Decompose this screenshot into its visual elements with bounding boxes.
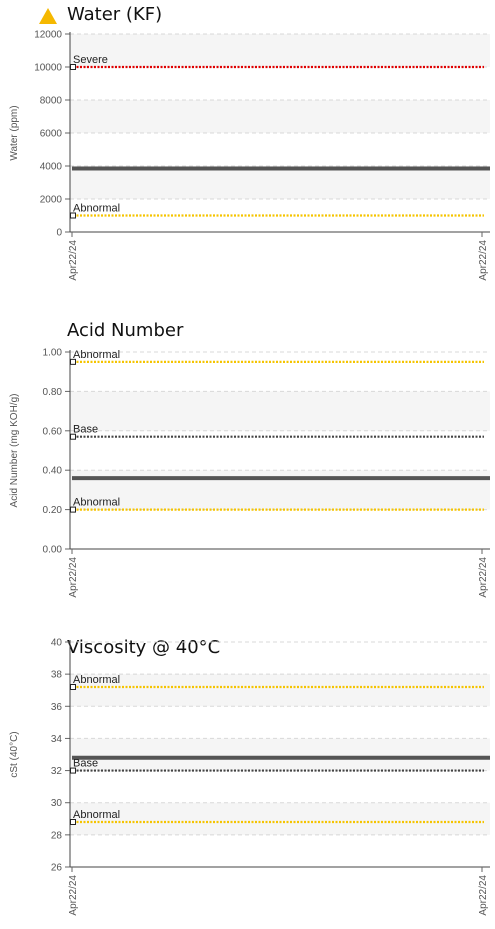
chart2-abnormal-limit-label: Abnormal xyxy=(73,809,120,821)
chart0-grid-band xyxy=(70,100,490,133)
chart1-y-tick-label: 0.40 xyxy=(43,466,63,477)
chart2-y-tick-label: 38 xyxy=(51,670,63,681)
water-kf-chart-panel: Water (KF) 0 2000 4000 6000 8000 10000 12000 Wa… xyxy=(0,4,495,304)
chart1-abnormal-limit-marker xyxy=(70,358,76,365)
chart2-y-tick-label: 32 xyxy=(51,766,63,777)
chart0-abnormal-limit-label: Abnormal xyxy=(73,203,120,215)
chart2-abnormal-limit-label: Abnormal xyxy=(73,674,120,686)
chart1-base-limit-marker xyxy=(70,433,76,440)
chart2-base-limit-label: Base xyxy=(73,758,98,770)
chart2-x-tick-label: Apr22/24 xyxy=(478,875,489,916)
chart0-abnormal-limit-marker xyxy=(70,212,76,219)
chart0-y-axis-title: Water (ppm) xyxy=(9,105,20,160)
acid-number-chart-panel: Acid Number 0.00 0.20 0.40 0.60 0.80 1.00 Acid… xyxy=(0,320,495,620)
chart2-y-tick-label: 28 xyxy=(51,830,63,841)
viscosity-chart-panel: Viscosity @ 40°C 26 28 30 32 34 36 38 40 cSt (40… xyxy=(0,637,495,929)
chart1-abnormal-limit-label: Abnormal xyxy=(73,497,120,509)
chart0-y-tick-label: 6000 xyxy=(40,129,63,140)
chart2-grid-band xyxy=(70,738,490,771)
chart2-y-tick-label: 34 xyxy=(51,734,63,745)
chart0-y-tick-label: 12000 xyxy=(34,30,62,41)
chart1-y-tick-label: 0.20 xyxy=(43,505,63,516)
chart0-y-tick-label: 8000 xyxy=(40,96,63,107)
chart0-severe-limit-marker xyxy=(70,64,76,70)
chart2-y-tick-label: 40 xyxy=(51,638,63,649)
chart1-abnormal-limit-label: Abnormal xyxy=(73,349,120,361)
chart0-grid-band xyxy=(70,34,490,67)
water-kf-chart: 0 2000 4000 6000 8000 10000 12000 Water (ppm) Ap… xyxy=(9,30,490,281)
chart1-y-tick-label: 0.00 xyxy=(43,545,63,556)
chart0-severe-limit-label: Severe xyxy=(73,54,108,66)
chart1-y-axis-title: Acid Number (mg KOH/g) xyxy=(9,394,20,508)
chart1-base-limit-label: Base xyxy=(73,424,98,436)
chart0-x-tick-label: Apr22/24 xyxy=(68,240,79,281)
chart1-abnormal-limit-marker xyxy=(70,506,76,513)
warning-triangle-icon xyxy=(39,8,57,24)
chart2-base-limit-marker xyxy=(70,767,76,774)
chart0-y-tick-label: 10000 xyxy=(34,63,62,74)
chart2-abnormal-limit-marker xyxy=(70,684,76,690)
chart2-y-axis-title: cSt (40°C) xyxy=(9,731,20,777)
chart1-x-tick-label: Apr22/24 xyxy=(68,557,79,598)
chart1-y-tick-label: 1.00 xyxy=(43,348,63,359)
chart0-y-tick-label: 4000 xyxy=(40,162,63,173)
chart2-grid-band xyxy=(70,674,490,707)
acid-number-chart: 0.00 0.20 0.40 0.60 0.80 1.00 Acid Number (mg … xyxy=(9,348,490,598)
chart1-grid-band xyxy=(70,391,490,431)
chart2-abnormal-limit-marker xyxy=(70,819,76,825)
chart0-y-tick-label: 0 xyxy=(56,228,62,239)
acid-number-chart-title: Acid Number xyxy=(67,320,184,341)
chart1-y-tick-label: 0.60 xyxy=(43,426,63,437)
viscosity-chart: 26 28 30 32 34 36 38 40 cSt (40°C) Apr22/24 Apr22/… xyxy=(9,638,490,916)
chart2-y-tick-label: 26 xyxy=(51,863,63,874)
chart0-x-tick-label: Apr22/24 xyxy=(478,240,489,281)
chart2-y-tick-label: 30 xyxy=(51,798,63,809)
chart1-x-tick-label: Apr22/24 xyxy=(478,557,489,598)
chart2-x-tick-label: Apr22/24 xyxy=(68,875,79,916)
chart0-y-tick-label: 2000 xyxy=(40,195,63,206)
chart1-y-tick-label: 0.80 xyxy=(43,387,63,398)
chart2-y-tick-label: 36 xyxy=(51,702,63,713)
chart0-grid-band xyxy=(70,166,490,199)
water-kf-chart-title: Water (KF) xyxy=(67,4,163,25)
chart2-grid-band xyxy=(70,802,490,835)
